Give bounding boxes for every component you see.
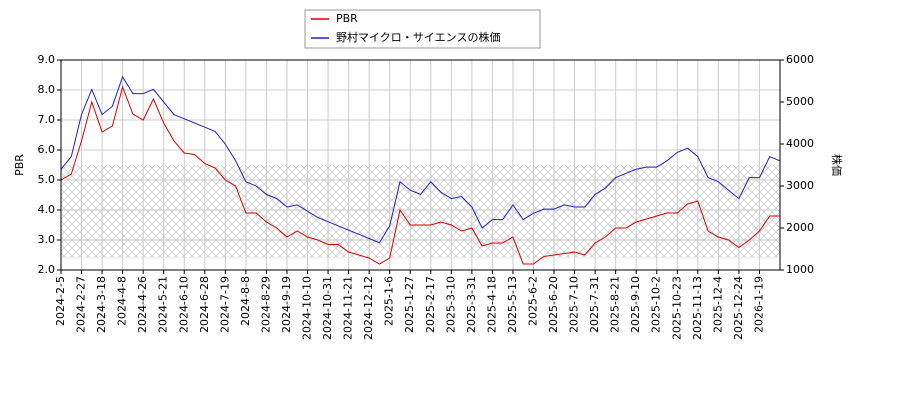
- y-tick-label: 9.0: [38, 53, 56, 66]
- x-tick-label: 2025-8-21: [609, 276, 622, 333]
- series-line: [60, 85, 780, 265]
- y-tick-label: 3.0: [38, 233, 56, 246]
- x-tick-label: 2024-2-27: [75, 276, 88, 333]
- x-tick-label: 2024-11-21: [342, 276, 355, 340]
- y-tick-label: 4.0: [38, 203, 56, 216]
- x-tick-label: 2024-4-8: [116, 276, 129, 326]
- x-tick-label: 2025-7-10: [568, 276, 581, 333]
- hatch-band: [61, 165, 780, 258]
- x-tick-label: 2024-6-10: [177, 276, 190, 333]
- x-tick-label: 2024-6-28: [198, 276, 211, 333]
- x-tick-label: 2024-8-29: [259, 276, 272, 333]
- x-tick-label: 2024-4-26: [136, 276, 149, 333]
- x-tick-label: 2025-10-2: [650, 276, 663, 333]
- legend-entries: PBR 野村マイクロ・サイエンスの株価: [311, 12, 500, 44]
- y2-axis-label: 株価: [830, 154, 844, 176]
- y2-tick-label: 2000: [786, 221, 814, 234]
- axes: 2.0 3.0 4.0 5.0 6.0 7.0 8.0 9.0 1000 2000 3000 4000…: [38, 53, 815, 340]
- x-tick-label: 2026-1-19: [752, 276, 765, 333]
- series-line: [60, 75, 781, 244]
- x-tick-label: 2024-8-8: [239, 276, 252, 326]
- x-tick-label: 2025-5-13: [506, 276, 519, 333]
- x-tick-label: 2025-10-23: [670, 276, 683, 340]
- plot-frame: [60, 59, 781, 271]
- x-tick-label: 2025-6-2: [526, 276, 539, 326]
- x-tick-label: 2024-9-19: [280, 276, 293, 333]
- legend-label: 野村マイクロ・サイエンスの株価: [336, 30, 500, 44]
- y-axis-label: PBR: [13, 154, 26, 176]
- x-tick-label: 2025-7-31: [588, 276, 601, 333]
- y2-tick-label: 5000: [786, 95, 814, 108]
- x-tick-label: 2024-7-19: [218, 276, 231, 333]
- legend: [304, 9, 541, 49]
- x-tick-label: 2024-10-10: [301, 276, 314, 340]
- y2-tick-label: 3000: [786, 179, 814, 192]
- x-tick-label: 2024-2-5: [54, 276, 67, 326]
- x-tick-label: 2025-1-6: [383, 276, 396, 326]
- x-tick-label: 2025-11-13: [691, 276, 704, 340]
- legend-label: PBR: [336, 12, 358, 25]
- x-tick-label: 2024-10-31: [321, 276, 334, 340]
- y2-tick-label: 1000: [786, 263, 814, 276]
- x-tick-label: 2024-12-12: [362, 276, 375, 340]
- x-tick-label: 2025-2-17: [424, 276, 437, 333]
- lines: [60, 75, 781, 265]
- y-tick-label: 5.0: [38, 173, 56, 186]
- x-tick-label: 2024-5-21: [157, 276, 170, 333]
- x-tick-label: 2025-1-27: [403, 276, 416, 333]
- x-tick-label: 2025-9-10: [629, 276, 642, 333]
- y-tick-label: 2.0: [38, 263, 56, 276]
- y-tick-label: 7.0: [38, 113, 56, 126]
- y-tick-label: 8.0: [38, 83, 56, 96]
- x-tick-label: 2024-3-18: [95, 276, 108, 333]
- x-tick-label: 2025-4-18: [485, 276, 498, 333]
- x-tick-label: 2025-3-10: [444, 276, 457, 333]
- x-tick-label: 2025-12-24: [732, 276, 745, 340]
- x-tick-label: 2025-3-31: [465, 276, 478, 333]
- x-tick-label: 2025-6-20: [547, 276, 560, 333]
- x-tick-label: 2025-12-4: [711, 276, 724, 333]
- y2-tick-label: 6000: [786, 53, 814, 66]
- y2-tick-label: 4000: [786, 137, 814, 150]
- y-tick-label: 6.0: [38, 143, 56, 156]
